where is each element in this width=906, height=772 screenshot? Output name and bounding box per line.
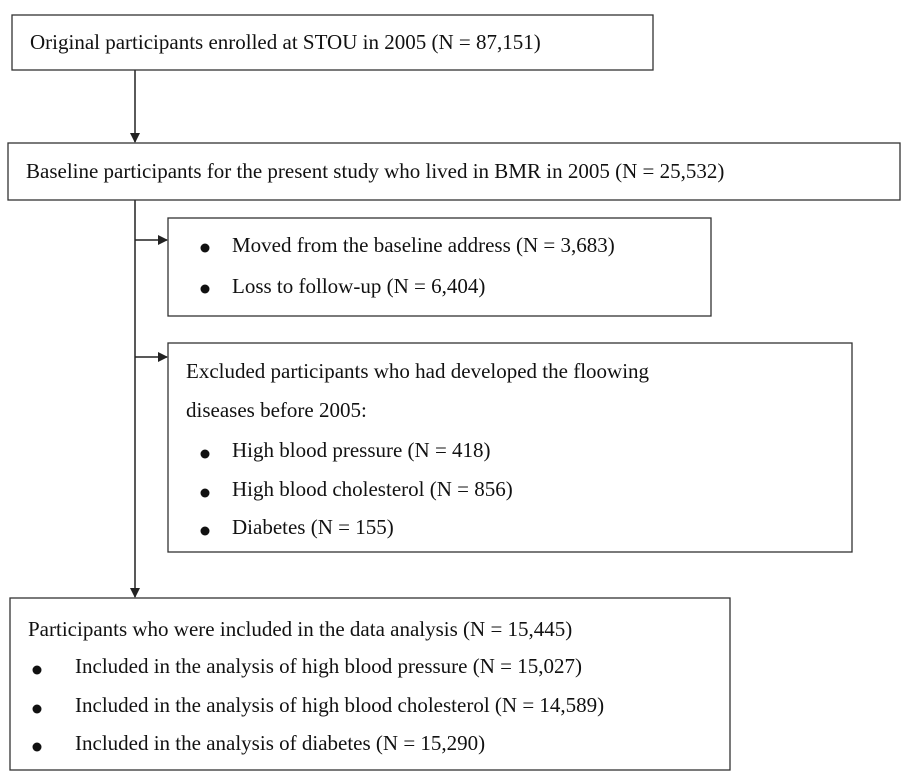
bullet bbox=[200, 284, 210, 294]
bullet bbox=[32, 704, 42, 714]
box bbox=[11, 14, 654, 71]
box bbox=[167, 217, 712, 317]
bullet bbox=[200, 243, 210, 253]
bullet bbox=[200, 488, 210, 498]
box bbox=[9, 597, 731, 771]
box-text: Excluded participants who had developed … bbox=[186, 359, 650, 383]
box bbox=[167, 342, 853, 553]
box-text: Participants who were included in the da… bbox=[28, 617, 572, 641]
bullet bbox=[200, 526, 210, 536]
bullet bbox=[32, 665, 42, 675]
list-item: Included in the analysis of high blood c… bbox=[75, 693, 604, 717]
list-item: Included in the analysis of diabetes (N … bbox=[75, 731, 485, 755]
list-item: Diabetes (N = 155) bbox=[232, 515, 394, 539]
box-text: Original participants enrolled at STOU i… bbox=[30, 30, 541, 54]
box-text: Baseline participants for the present st… bbox=[26, 159, 724, 183]
list-item: High blood cholesterol (N = 856) bbox=[232, 477, 513, 501]
list-item: Loss to follow-up (N = 6,404) bbox=[232, 274, 485, 298]
list-item: Included in the analysis of high blood p… bbox=[75, 654, 582, 678]
box-text: diseases before 2005: bbox=[186, 398, 367, 422]
box bbox=[7, 142, 901, 201]
list-item: Moved from the baseline address (N = 3,6… bbox=[232, 233, 615, 257]
list-item: High blood pressure (N = 418) bbox=[232, 438, 491, 462]
bullet bbox=[32, 742, 42, 752]
bullet bbox=[200, 449, 210, 459]
